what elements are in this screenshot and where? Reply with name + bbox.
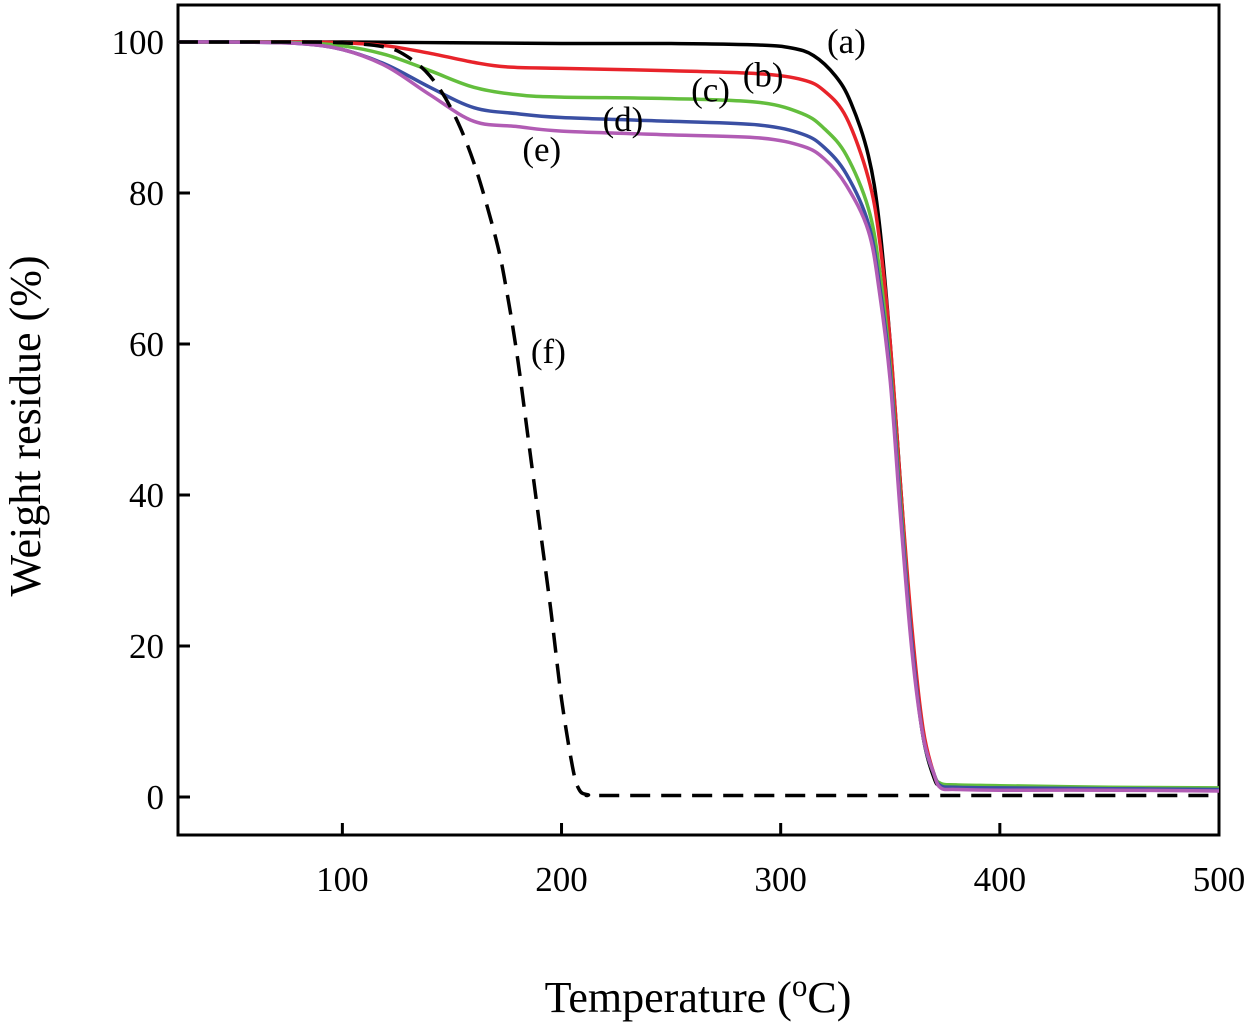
y-tick-label-80: 80 xyxy=(129,174,164,213)
annotation-4: (e) xyxy=(522,130,561,169)
series-line-f xyxy=(178,40,1219,798)
y-tick-label-60: 60 xyxy=(129,325,164,364)
x-tick-label-500: 500 xyxy=(1193,860,1246,899)
annotation-5: (f) xyxy=(531,332,566,371)
y-tick-label-20: 20 xyxy=(129,627,164,666)
x-tick-label-100: 100 xyxy=(316,860,369,899)
series-line-e xyxy=(177,40,1220,793)
y-axis-title: Weight residue (%) xyxy=(1,256,50,597)
x-axis-title-superscript: o xyxy=(792,968,808,1003)
curve-annotations: (a) (b) (c) (d) (e) (f) xyxy=(522,22,865,371)
annotation-3: (d) xyxy=(602,100,643,139)
series-line-d xyxy=(177,40,1220,792)
series-line-b xyxy=(178,40,1220,791)
series-line-a xyxy=(178,40,1220,792)
x-tick-label-300: 300 xyxy=(754,860,807,899)
x-axis-title-suffix: C) xyxy=(807,973,851,1022)
series-lines xyxy=(177,40,1220,798)
x-axis-title: Temperature (oC) xyxy=(545,968,852,1022)
x-tick-label-200: 200 xyxy=(535,860,588,899)
y-tick-label-100: 100 xyxy=(112,23,165,62)
annotation-1: (b) xyxy=(743,55,784,94)
axis-ticks xyxy=(178,40,1221,835)
annotation-2: (c) xyxy=(691,71,730,110)
annotation-0: (a) xyxy=(827,22,866,61)
tick-labels: 100 200 300 400 500 0 20 40 60 80 100 xyxy=(112,23,1246,899)
x-axis-title-prefix: Temperature ( xyxy=(545,973,792,1022)
y-tick-label-0: 0 xyxy=(147,778,165,817)
plot-frame xyxy=(176,3,1221,837)
x-tick-label-400: 400 xyxy=(974,860,1027,899)
series-line-c xyxy=(177,40,1220,790)
y-tick-label-40: 40 xyxy=(129,476,164,515)
